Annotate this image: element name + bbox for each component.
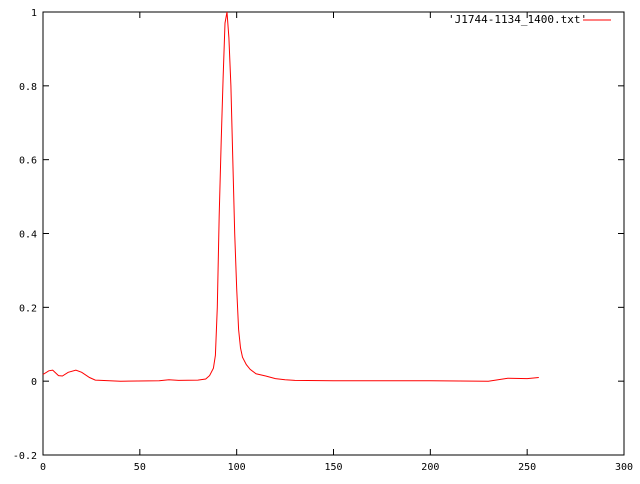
y-tick-label: 0.2 [19,303,37,314]
y-tick-label: 1 [31,8,37,19]
y-tick-label: -0.2 [13,451,37,462]
x-tick-label: 150 [324,462,342,473]
x-tick-label: 50 [134,462,146,473]
x-tick-label: 100 [228,462,246,473]
x-tick-label: 300 [615,462,633,473]
y-tick-label: 0.6 [19,156,37,167]
series-line [42,11,539,382]
legend: 'J1744-1134_1400.txt' [448,13,587,26]
y-tick-label: 0 [31,377,37,388]
x-tick-label: 200 [421,462,439,473]
x-tick-label: 0 [40,462,46,473]
x-tick-label: 250 [518,462,536,473]
legend-label: 'J1744-1134_1400.txt' [448,13,588,26]
y-tick-label: 0.8 [19,82,37,93]
y-tick-label: 0.4 [19,230,37,241]
plot-border [42,11,625,456]
